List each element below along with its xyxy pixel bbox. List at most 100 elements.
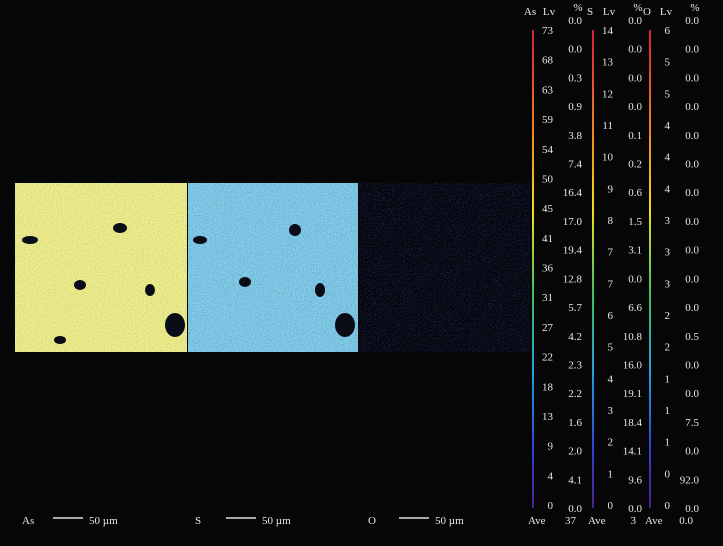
percent-label: 0.1 — [628, 130, 642, 142]
level-label: 2 — [665, 342, 671, 354]
percent-label: 0.2 — [628, 159, 642, 171]
percent-label: 0.0 — [685, 15, 699, 27]
percent-label: 14.1 — [623, 446, 642, 458]
percent-label: 4.1 — [568, 474, 582, 486]
level-label: 3 — [665, 278, 671, 290]
level-label: 54 — [542, 144, 554, 156]
percent-label: 0.0 — [685, 44, 699, 56]
percent-label: 12.8 — [563, 273, 583, 285]
percent-label: 0.0 — [685, 503, 699, 515]
percent-label: 0.0 — [685, 216, 699, 228]
ave-label: Ave — [588, 515, 606, 527]
percent-label: 0.0 — [685, 302, 699, 314]
percent-label: 0.0 — [568, 15, 582, 27]
ave-value: 37 — [565, 515, 577, 527]
color-bar-fill — [532, 30, 534, 508]
level-label: 18 — [542, 381, 554, 393]
legend-header: % — [573, 2, 582, 14]
level-label: 59 — [542, 114, 554, 126]
level-label: 8 — [608, 215, 614, 227]
legend-header: % — [633, 2, 642, 14]
percent-label: 0.0 — [568, 503, 582, 515]
percent-label: 16.0 — [623, 359, 643, 371]
level-label: 4 — [665, 120, 671, 132]
percent-label: 0.0 — [628, 72, 642, 84]
level-label: 22 — [542, 352, 553, 364]
scale-label: 50 µm — [262, 515, 291, 527]
percent-label: 2.0 — [568, 446, 582, 458]
level-label: 4 — [608, 373, 614, 385]
level-label: 13 — [602, 57, 614, 69]
level-label: 6 — [608, 310, 614, 322]
percent-label: 0.0 — [628, 503, 642, 515]
level-label: 3 — [608, 405, 614, 417]
percent-label: 16.4 — [563, 187, 583, 199]
percent-label: 18.4 — [623, 417, 643, 429]
level-label: 31 — [542, 292, 553, 304]
level-label: 14 — [602, 25, 614, 37]
level-label: 11 — [602, 120, 613, 132]
percent-label: 0.0 — [628, 44, 642, 56]
percent-label: 19.4 — [563, 245, 583, 257]
percent-label: 5.7 — [568, 302, 582, 314]
legend-header: Lv — [543, 6, 556, 18]
as-map — [15, 183, 187, 352]
legend-header: Lv — [603, 6, 616, 18]
percent-label: 1.5 — [628, 216, 642, 228]
percent-label: 92.0 — [680, 474, 700, 486]
legend-header: O — [643, 6, 651, 18]
s-map — [188, 183, 358, 352]
level-label: 7 — [608, 278, 614, 290]
level-label: 63 — [542, 84, 554, 96]
percent-label: 17.0 — [563, 216, 583, 228]
scale-label: 50 µm — [435, 515, 464, 527]
level-label: 50 — [542, 173, 554, 185]
percent-label: 0.0 — [685, 359, 699, 371]
percent-label: 0.5 — [685, 331, 699, 343]
percent-label: 0.0 — [685, 72, 699, 84]
percent-label: 0.0 — [685, 245, 699, 257]
map-voids — [22, 223, 355, 344]
element-label: O — [368, 515, 376, 527]
percent-label: 7.5 — [685, 417, 699, 429]
o-map — [359, 183, 530, 352]
percent-label: 2.2 — [568, 388, 582, 400]
level-label: 1 — [608, 468, 614, 480]
percent-label: 7.4 — [568, 159, 582, 171]
level-label: 27 — [542, 322, 554, 334]
level-label: 36 — [542, 263, 554, 275]
percent-label: 3.8 — [568, 130, 582, 142]
percent-label: 0.0 — [685, 446, 699, 458]
percent-label: 0.0 — [628, 15, 642, 27]
level-label: 5 — [665, 57, 671, 69]
color-bar-fill — [592, 30, 594, 508]
level-label: 9 — [608, 183, 614, 195]
level-label: 9 — [548, 441, 554, 453]
level-label: 0 — [608, 500, 614, 512]
legend-header: Lv — [660, 6, 673, 18]
percent-label: 6.6 — [628, 302, 642, 314]
percent-label: 0.0 — [628, 101, 642, 113]
level-label: 0 — [665, 468, 671, 480]
level-label: 45 — [542, 203, 554, 215]
level-label: 1 — [665, 405, 671, 417]
percent-label: 0.0 — [685, 101, 699, 113]
percent-label: 3.1 — [628, 245, 642, 257]
percent-label: 9.6 — [628, 474, 642, 486]
percent-label: 10.8 — [623, 331, 643, 343]
percent-label: 0.9 — [568, 101, 582, 113]
level-label: 2 — [608, 437, 614, 449]
level-label: 1 — [665, 437, 671, 449]
color-bar-fill — [649, 30, 651, 508]
level-label: 12 — [602, 88, 613, 100]
level-label: 4 — [665, 152, 671, 164]
percent-label: 19.1 — [623, 388, 642, 400]
level-label: 1 — [665, 373, 671, 385]
ave-value: 3 — [631, 515, 637, 527]
legend-header: As — [524, 6, 536, 18]
element-label: As — [22, 515, 34, 527]
legend-header: % — [690, 2, 699, 14]
level-label: 10 — [602, 152, 614, 164]
level-label: 0 — [548, 500, 554, 512]
